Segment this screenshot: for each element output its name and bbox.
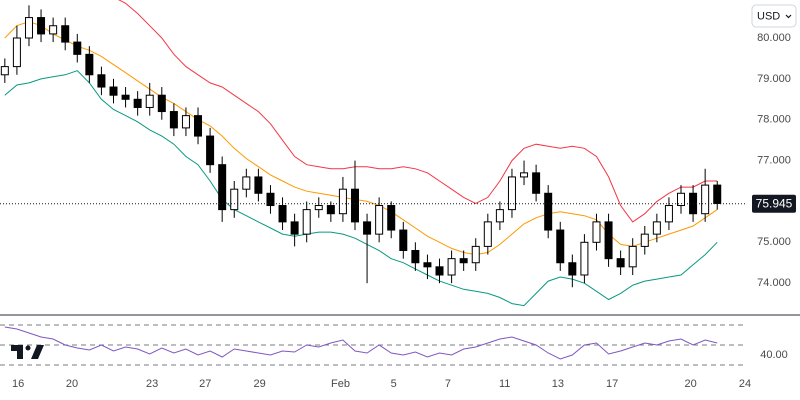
y-tick-label: 80.000 — [757, 32, 791, 44]
candle-body — [266, 192, 275, 207]
candle-body — [664, 205, 673, 223]
candle-body — [616, 258, 625, 268]
candle-body — [713, 184, 722, 204]
x-tick-label: 24 — [739, 378, 751, 390]
rsi-pane — [0, 324, 745, 366]
candle-body — [73, 41, 82, 55]
x-tick-label: 20 — [685, 378, 697, 390]
candle-body — [338, 188, 347, 215]
candle-body — [133, 98, 142, 108]
candle-body — [145, 94, 154, 108]
candle-body — [507, 176, 516, 211]
candle-body — [375, 205, 384, 235]
candle-body — [24, 17, 33, 39]
candle-body — [49, 25, 58, 35]
y-tick-label: 78.000 — [757, 114, 791, 126]
candle-body — [169, 111, 178, 129]
candle-body — [12, 37, 21, 68]
candle-body — [85, 53, 94, 76]
candle-body — [568, 262, 577, 276]
candle-body — [532, 172, 541, 194]
x-tick-label: 5 — [391, 378, 397, 390]
candle-body — [447, 258, 456, 276]
upper-band — [118, 0, 718, 223]
candle-body — [483, 221, 492, 247]
candle-body — [387, 205, 396, 231]
x-tick-label: 16 — [12, 378, 24, 390]
candle-body — [677, 192, 686, 207]
rsi-line — [4, 326, 718, 360]
lower-band — [4, 70, 718, 307]
candle-body — [194, 115, 203, 137]
candle-body — [423, 262, 432, 268]
candle-body — [580, 241, 589, 276]
last-price-label: 75.945 — [756, 196, 793, 210]
candle-body — [399, 229, 408, 251]
logo-mark — [11, 345, 23, 359]
candle-body — [592, 221, 601, 243]
candle-body — [701, 184, 710, 215]
y-tick-label: 77.000 — [757, 154, 791, 166]
candle-body — [0, 66, 9, 76]
candle-body — [350, 188, 359, 223]
candle-body — [520, 172, 529, 178]
logo-dot — [25, 345, 31, 351]
currency-button[interactable]: USD — [751, 4, 797, 28]
logo-slash — [31, 345, 44, 359]
x-tick-label: 13 — [552, 378, 564, 390]
x-tick-label: 20 — [66, 378, 78, 390]
x-tick-label: Feb — [331, 378, 350, 390]
candle-body — [61, 25, 70, 43]
candle-body — [411, 249, 420, 264]
candle-body — [181, 115, 190, 129]
candle-body — [544, 192, 553, 231]
candle-body — [314, 205, 323, 211]
candle-body — [206, 135, 215, 166]
x-tick-label: 11 — [499, 378, 510, 390]
y-tick-label: 74.000 — [757, 277, 791, 289]
currency-button-frame[interactable] — [751, 4, 797, 28]
chevron[interactable] — [785, 14, 792, 19]
price-pane — [0, 0, 745, 307]
candle-body — [556, 229, 565, 264]
candle-body — [363, 221, 372, 235]
x-tick-label: 23 — [146, 378, 158, 390]
axes: 74.00075.00076.00077.00078.00079.00080.0… — [12, 32, 796, 390]
x-tick-label: 7 — [445, 378, 451, 390]
candle-body — [97, 74, 106, 88]
candle-body — [628, 245, 637, 268]
x-tick-label: 17 — [606, 378, 618, 390]
candle-body — [278, 205, 287, 223]
candle-body — [121, 94, 130, 100]
candle-body — [459, 258, 468, 264]
candle-body — [640, 233, 649, 247]
x-tick-label: 27 — [199, 378, 211, 390]
candle-body — [290, 221, 299, 235]
candle-body — [157, 94, 166, 113]
candle-body — [37, 17, 46, 35]
candle-body — [302, 209, 311, 235]
candle-body — [230, 188, 239, 211]
candle-body — [435, 266, 444, 276]
rsi-tick-label: 40.00 — [760, 349, 788, 361]
candle-body — [604, 221, 613, 260]
candle-body — [471, 245, 480, 264]
x-tick-label: 29 — [253, 378, 265, 390]
logo — [11, 345, 44, 359]
currency-label[interactable]: USD — [757, 10, 780, 22]
y-tick-label: 75.000 — [757, 236, 791, 248]
candle-body — [254, 176, 263, 194]
middle-band — [4, 21, 718, 256]
y-tick-label: 79.000 — [757, 73, 791, 85]
candle-body — [326, 205, 335, 215]
candle-body — [218, 164, 227, 211]
last-price-tag — [752, 194, 796, 213]
candle-body — [109, 86, 118, 96]
candle-body — [652, 221, 661, 235]
candle-body — [242, 176, 251, 190]
candle-body — [495, 209, 504, 223]
